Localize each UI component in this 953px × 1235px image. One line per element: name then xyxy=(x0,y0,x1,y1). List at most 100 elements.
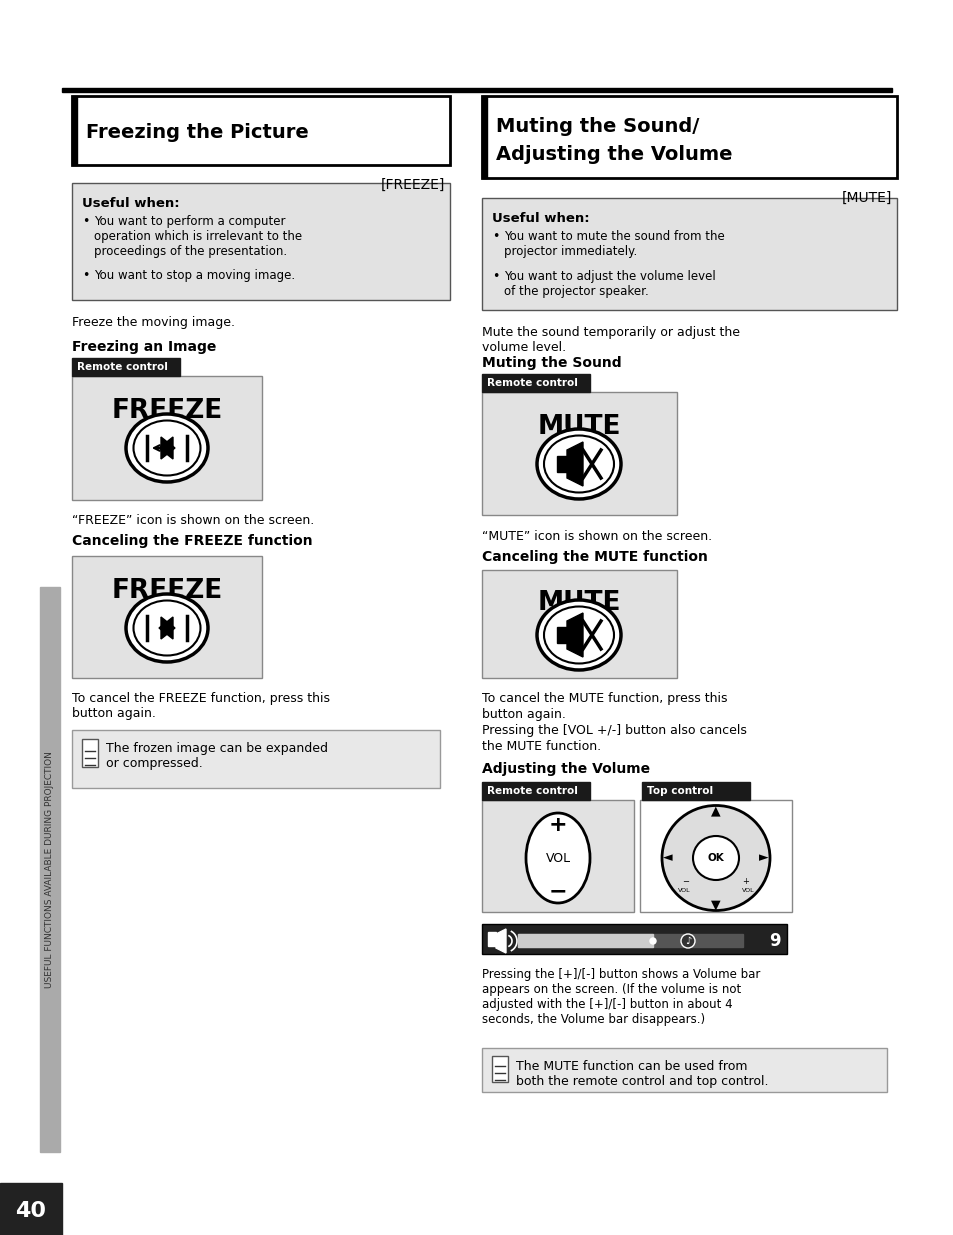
Text: VOL: VOL xyxy=(545,851,570,864)
Text: the MUTE function.: the MUTE function. xyxy=(481,740,600,753)
Text: Remote control: Remote control xyxy=(486,378,578,388)
Text: •: • xyxy=(492,270,498,283)
Text: Top control: Top control xyxy=(646,785,713,797)
Ellipse shape xyxy=(543,606,614,663)
Text: Remote control: Remote control xyxy=(486,785,578,797)
Bar xyxy=(481,924,786,953)
Bar xyxy=(481,374,589,391)
Text: FREEZE: FREEZE xyxy=(112,398,222,424)
Text: VOL: VOL xyxy=(740,888,754,893)
Text: 9: 9 xyxy=(768,932,780,950)
Bar xyxy=(481,96,896,178)
Text: Freeze the moving image.: Freeze the moving image. xyxy=(71,316,234,329)
Text: Adjusting the Volume: Adjusting the Volume xyxy=(496,146,732,164)
Text: Muting the Sound: Muting the Sound xyxy=(481,356,621,370)
Bar xyxy=(481,391,677,515)
Bar xyxy=(82,739,98,767)
Text: −: − xyxy=(548,881,567,902)
Text: button again.: button again. xyxy=(481,708,565,721)
Bar xyxy=(557,456,566,472)
Text: Freezing the Picture: Freezing the Picture xyxy=(86,124,309,142)
Bar xyxy=(481,782,589,800)
Ellipse shape xyxy=(543,436,614,493)
Text: •: • xyxy=(82,269,90,282)
Ellipse shape xyxy=(680,934,695,948)
Text: To cancel the MUTE function, press this: To cancel the MUTE function, press this xyxy=(481,692,727,705)
Bar xyxy=(557,627,566,643)
Ellipse shape xyxy=(692,836,739,881)
Bar xyxy=(639,800,791,911)
Bar xyxy=(71,375,262,500)
Ellipse shape xyxy=(649,939,656,944)
Bar xyxy=(71,358,180,375)
Text: You want to mute the sound from the
projector immediately.: You want to mute the sound from the proj… xyxy=(503,230,724,258)
Ellipse shape xyxy=(537,600,620,671)
Text: ►: ► xyxy=(759,851,768,864)
Text: •: • xyxy=(82,215,90,228)
Text: Useful when:: Useful when: xyxy=(492,212,589,225)
Text: ♪: ♪ xyxy=(684,936,690,946)
Text: +: + xyxy=(548,815,567,835)
Bar xyxy=(481,571,677,678)
Bar xyxy=(488,932,496,946)
Bar xyxy=(71,96,450,165)
Bar xyxy=(71,96,77,165)
Bar xyxy=(62,88,891,91)
Ellipse shape xyxy=(133,420,200,475)
Text: You want to perform a computer
operation which is irrelevant to the
proceedings : You want to perform a computer operation… xyxy=(94,215,302,258)
Text: Useful when:: Useful when: xyxy=(82,198,179,210)
Bar xyxy=(492,1056,507,1082)
Text: The MUTE function can be used from
both the remote control and top control.: The MUTE function can be used from both … xyxy=(516,1060,768,1088)
Bar xyxy=(517,934,742,947)
Polygon shape xyxy=(496,929,505,953)
Text: To cancel the FREEZE function, press this
button again.: To cancel the FREEZE function, press thi… xyxy=(71,692,330,720)
Text: Pressing the [+]/[-] button shows a Volume bar
appears on the screen. (If the vo: Pressing the [+]/[-] button shows a Volu… xyxy=(481,968,760,1026)
Text: ▲: ▲ xyxy=(710,804,720,818)
Text: Mute the sound temporarily or adjust the
volume level.: Mute the sound temporarily or adjust the… xyxy=(481,326,740,354)
Polygon shape xyxy=(159,618,172,638)
Text: MUTE: MUTE xyxy=(537,590,620,616)
Text: Muting the Sound/: Muting the Sound/ xyxy=(496,116,699,136)
Ellipse shape xyxy=(133,600,200,656)
Text: Remote control: Remote control xyxy=(77,362,168,372)
Text: FREEZE: FREEZE xyxy=(112,578,222,604)
Bar xyxy=(71,730,439,788)
Text: ▼: ▼ xyxy=(710,899,720,911)
Text: •: • xyxy=(492,230,498,243)
Polygon shape xyxy=(161,618,174,638)
Text: −: − xyxy=(681,878,689,887)
Bar xyxy=(481,96,486,178)
Text: “MUTE” icon is shown on the screen.: “MUTE” icon is shown on the screen. xyxy=(481,530,711,543)
Text: Pressing the [VOL +/-] button also cancels: Pressing the [VOL +/-] button also cance… xyxy=(481,724,746,737)
Text: +: + xyxy=(741,878,749,887)
Text: [FREEZE]: [FREEZE] xyxy=(380,178,444,191)
Text: The frozen image can be expanded
or compressed.: The frozen image can be expanded or comp… xyxy=(106,742,328,769)
Text: MUTE: MUTE xyxy=(537,414,620,440)
Text: USEFUL FUNCTIONS AVAILABLE DURING PROJECTION: USEFUL FUNCTIONS AVAILABLE DURING PROJEC… xyxy=(46,752,54,988)
Text: You want to adjust the volume level
of the projector speaker.: You want to adjust the volume level of t… xyxy=(503,270,715,298)
Text: Freezing an Image: Freezing an Image xyxy=(71,340,216,354)
Bar xyxy=(481,1049,886,1092)
Polygon shape xyxy=(566,442,582,487)
Text: Canceling the FREEZE function: Canceling the FREEZE function xyxy=(71,534,313,548)
Text: 40: 40 xyxy=(15,1200,47,1221)
Bar xyxy=(71,556,262,678)
Bar xyxy=(517,934,652,947)
Polygon shape xyxy=(161,437,174,459)
Text: ◄: ◄ xyxy=(662,851,672,864)
Text: Canceling the MUTE function: Canceling the MUTE function xyxy=(481,550,707,564)
Bar xyxy=(481,800,634,911)
Bar xyxy=(641,782,749,800)
Bar xyxy=(71,183,450,300)
Ellipse shape xyxy=(525,813,589,903)
Bar xyxy=(481,198,896,310)
Text: OK: OK xyxy=(707,853,723,863)
Text: Adjusting the Volume: Adjusting the Volume xyxy=(481,762,649,776)
Bar xyxy=(0,1183,62,1235)
Polygon shape xyxy=(566,613,582,657)
Ellipse shape xyxy=(661,805,769,910)
Text: VOL: VOL xyxy=(677,888,690,893)
Ellipse shape xyxy=(126,594,208,662)
Text: “FREEZE” icon is shown on the screen.: “FREEZE” icon is shown on the screen. xyxy=(71,514,314,527)
Bar xyxy=(40,587,60,1152)
